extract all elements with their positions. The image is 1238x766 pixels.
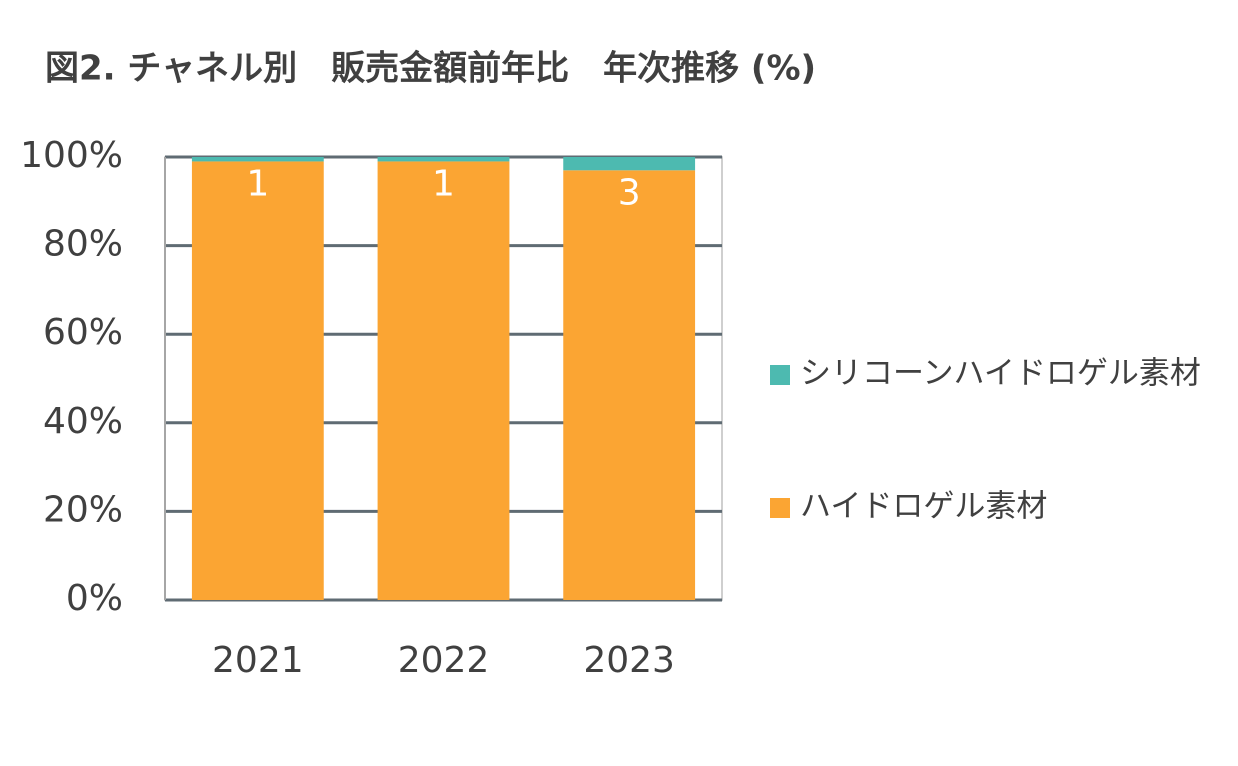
bar-segment: [191, 157, 324, 162]
bar-segment: [377, 161, 510, 600]
y-tick-label: 80%: [43, 224, 123, 265]
x-tick-label: 2023: [583, 640, 675, 681]
bar-segment: [191, 161, 324, 600]
y-tick-label: 100%: [20, 135, 123, 176]
legend-swatch: [770, 498, 790, 518]
x-tick-label: 2022: [398, 640, 490, 681]
legend-label: ハイドロゲル素材: [800, 489, 1047, 525]
data-label: 1: [432, 163, 455, 204]
legend-label: シリコーンハイドロゲル素材: [800, 356, 1201, 392]
y-tick-label: 20%: [43, 489, 123, 530]
bar-segment: [563, 157, 696, 171]
data-label: 1: [246, 163, 269, 204]
bar-segment: [563, 170, 696, 601]
legend-swatch: [770, 365, 790, 385]
y-tick-label: 0%: [66, 578, 123, 619]
chart-title: 図2. チャネル別 販売金額前年比 年次推移 (%): [45, 49, 816, 89]
x-tick-label: 2021: [212, 640, 304, 681]
y-tick-label: 60%: [43, 312, 123, 353]
y-tick-label: 40%: [43, 401, 123, 442]
data-label: 3: [618, 172, 641, 213]
bar-segment: [377, 157, 510, 162]
